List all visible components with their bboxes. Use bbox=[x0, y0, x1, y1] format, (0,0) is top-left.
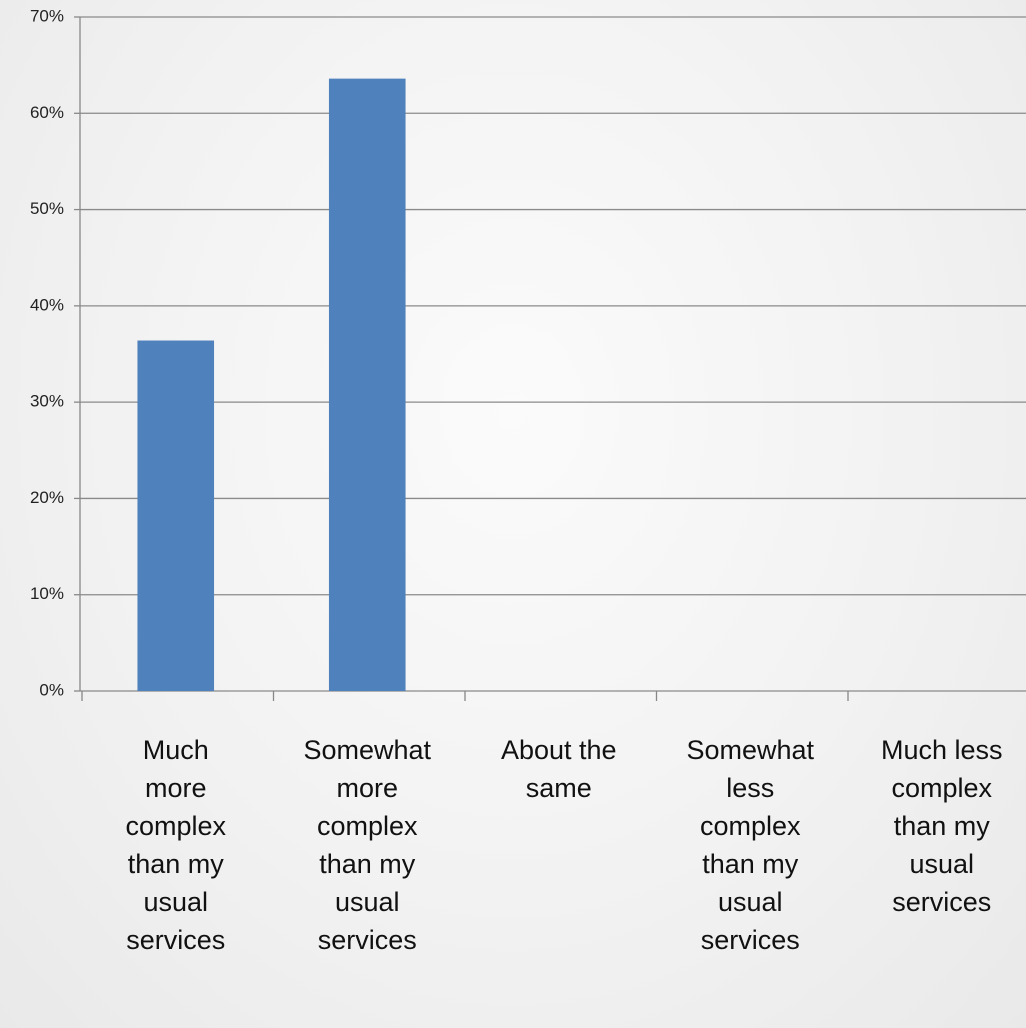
y-tick-label: 50% bbox=[30, 199, 64, 218]
bar bbox=[137, 340, 215, 691]
x-tick-label: About the same bbox=[500, 735, 617, 803]
y-tick-label: 70% bbox=[30, 6, 64, 25]
bar bbox=[328, 78, 406, 691]
y-tick-label: 40% bbox=[30, 295, 64, 314]
y-tick-label: 0% bbox=[39, 680, 64, 699]
y-tick-label: 20% bbox=[30, 488, 64, 507]
x-tick-label: Somewhat less complex than my usual serv… bbox=[686, 735, 815, 955]
y-tick-label: 60% bbox=[30, 103, 64, 122]
x-tick-label: Much more complex than my usual services bbox=[125, 735, 227, 955]
y-tick-label: 30% bbox=[30, 392, 64, 411]
y-tick-label: 10% bbox=[30, 584, 64, 603]
x-tick-label: Much less complex than my usual services bbox=[880, 735, 1003, 917]
x-tick-label: Somewhat more complex than my usual serv… bbox=[303, 735, 432, 955]
